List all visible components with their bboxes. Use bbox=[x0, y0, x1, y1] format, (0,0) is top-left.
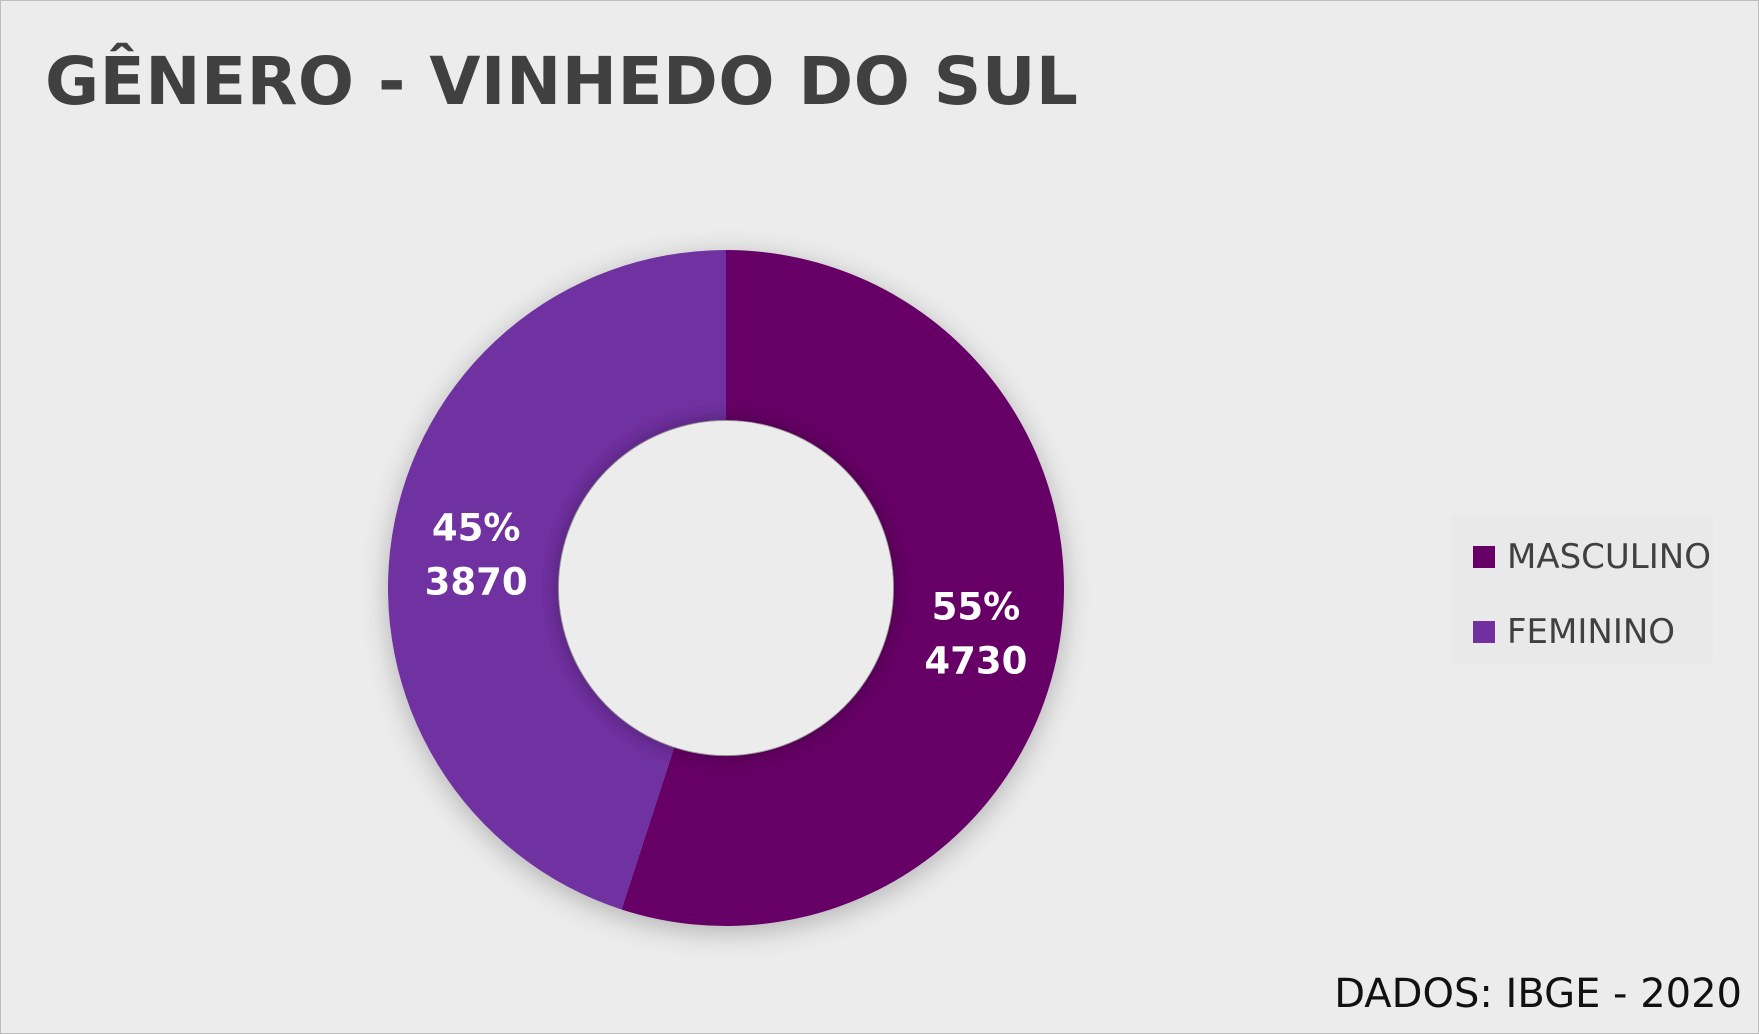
legend-item-feminino: FEMININO bbox=[1473, 612, 1675, 652]
donut-slice-masculino bbox=[621, 250, 1065, 927]
data-label-percent-feminino: 45% bbox=[432, 506, 521, 549]
legend-item-masculino: MASCULINO bbox=[1473, 537, 1711, 577]
data-label-percent-masculino: 55% bbox=[932, 586, 1021, 629]
donut-slice-feminino bbox=[388, 250, 726, 910]
data-label-value-masculino: 4730 bbox=[924, 640, 1027, 683]
legend-swatch-feminino bbox=[1473, 621, 1495, 643]
donut-hole bbox=[559, 421, 893, 755]
data-source-note: DADOS: IBGE - 2020 bbox=[1334, 971, 1742, 1017]
data-label-value-feminino: 3870 bbox=[425, 560, 528, 603]
legend-label-masculino: MASCULINO bbox=[1507, 537, 1711, 577]
chart-legend: MASCULINO FEMININO bbox=[1451, 515, 1713, 663]
chart-title: GÊNERO - VINHEDO DO SUL bbox=[45, 43, 1079, 120]
legend-swatch-masculino bbox=[1473, 546, 1495, 568]
legend-label-feminino: FEMININO bbox=[1507, 612, 1676, 652]
